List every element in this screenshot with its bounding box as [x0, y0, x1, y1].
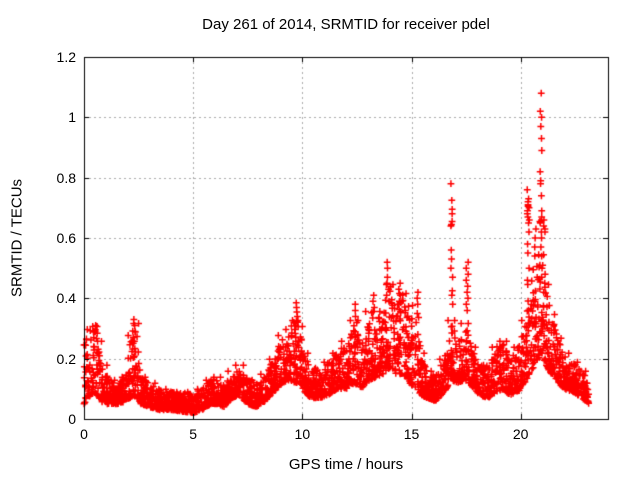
x-tick-label: 5 — [189, 426, 198, 442]
y-tick-label: 1 — [68, 109, 76, 126]
x-tick-label: 20 — [512, 426, 529, 442]
x-tick-label: 10 — [294, 426, 311, 442]
chart-title: Day 261 of 2014, SRMTID for receiver pde… — [202, 16, 490, 33]
y-tick-label: 0.2 — [56, 350, 76, 367]
y-tick-label: 0.8 — [56, 169, 76, 186]
y-tick-label: 0.4 — [56, 290, 76, 307]
x-axis-label: GPS time / hours — [288, 456, 404, 473]
x-tick-label: 15 — [403, 426, 420, 442]
y-tick-label: 0.6 — [56, 230, 76, 246]
x-tick-label: 0 — [80, 426, 88, 442]
y-tick-label: 1.2 — [56, 49, 76, 65]
y-tick-label: 0 — [68, 411, 76, 427]
